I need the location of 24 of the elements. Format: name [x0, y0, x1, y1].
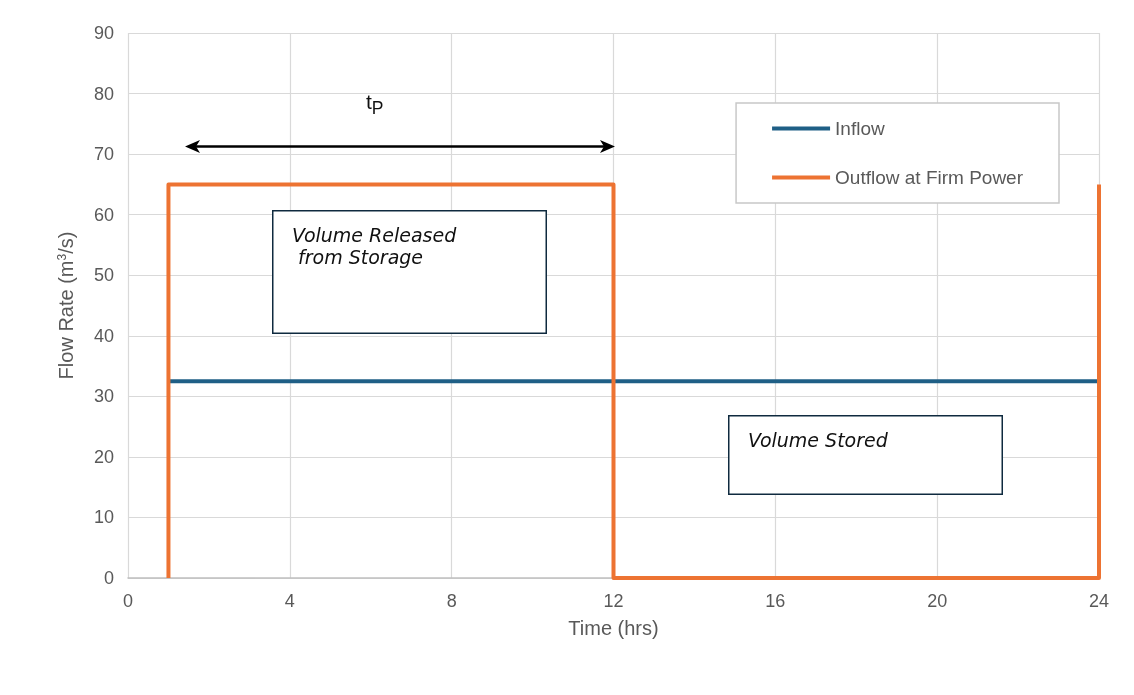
y-tick-label: 80: [93, 83, 114, 104]
y-tick-label: 20: [93, 446, 114, 467]
y-tick-label: 0: [103, 568, 114, 588]
x-tick-label: 12: [603, 591, 624, 611]
x-tick-label: 16: [765, 591, 786, 611]
y-tick-label: 70: [93, 144, 114, 165]
annotation: Volume Released from Storage: [291, 223, 458, 270]
annotation: Volume Stored: [747, 428, 889, 453]
legend-label: Inflow: [835, 118, 885, 139]
x-tick-label: 8: [446, 591, 457, 611]
y-tick-label: 90: [93, 23, 114, 43]
x-tick-label: 24: [1088, 591, 1110, 611]
y-tick-label: 50: [93, 265, 114, 286]
annotation: t$_{P}$: [366, 90, 384, 120]
y-tick-label: 30: [93, 386, 114, 407]
x-tick-label: 20: [927, 591, 948, 611]
x-tick-label: 4: [284, 591, 295, 611]
x-tick-label: 0: [122, 591, 134, 611]
y-tick-label: 40: [93, 325, 114, 346]
y-tick-label: 10: [93, 507, 114, 528]
legend-label: Outflow at Firm Power: [835, 167, 1024, 188]
x-axis-title: Time (hrs): [568, 617, 659, 639]
y-tick-label: 60: [93, 204, 114, 225]
y-axis-title: Flow Rate (m3/s): [55, 231, 77, 380]
